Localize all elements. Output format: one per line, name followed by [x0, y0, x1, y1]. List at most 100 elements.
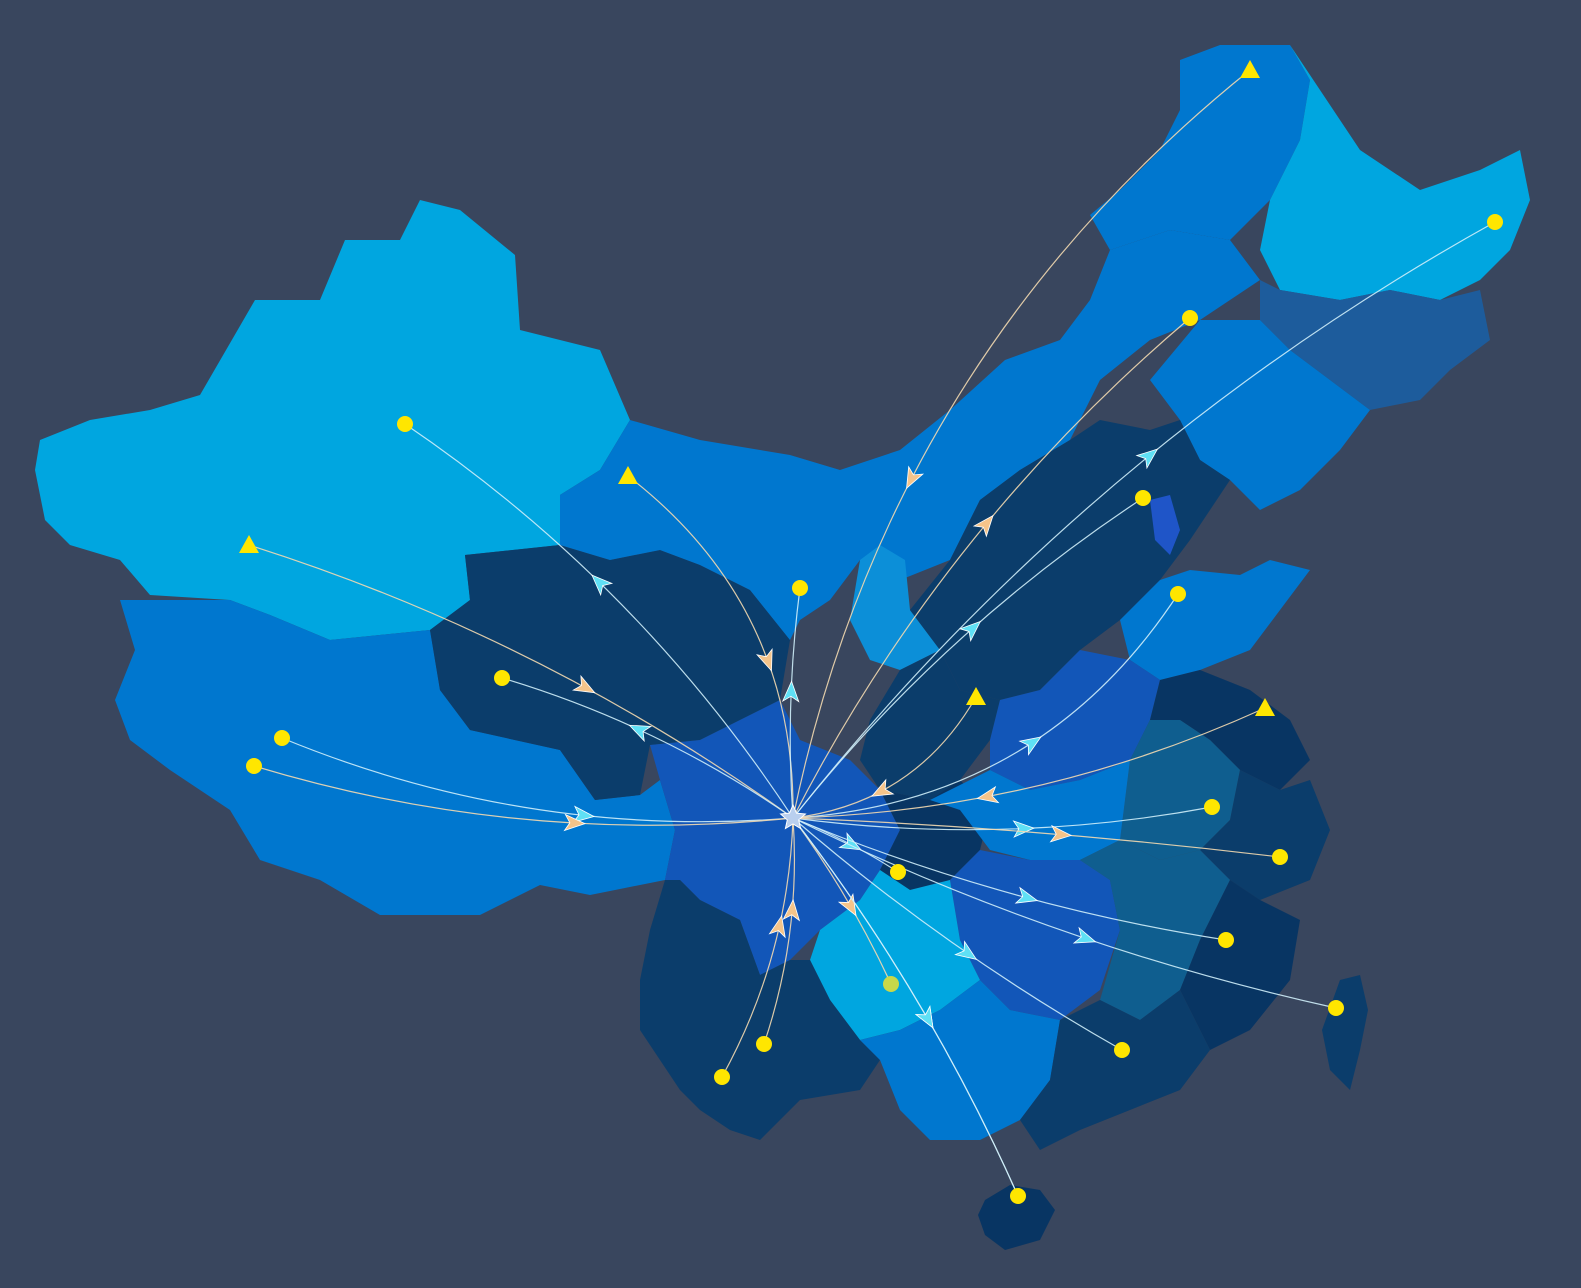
route-arrow-icon	[563, 813, 586, 832]
route-arrow-icon	[838, 832, 862, 851]
region-guangdong[interactable]	[1020, 990, 1210, 1150]
route-line-r-jiangsu	[792, 707, 1266, 819]
region-heilongjiang-east[interactable]	[1260, 45, 1530, 300]
dot-marker-icon[interactable]	[1010, 1188, 1026, 1204]
region-henan[interactable]	[990, 650, 1160, 790]
region-qinghai[interactable]	[430, 545, 790, 800]
route-arrow-icon	[572, 805, 596, 824]
route-line-r-heilongjiang-east	[792, 221, 1496, 819]
route-line-r-yunnan-1	[721, 817, 794, 1078]
dot-marker-icon[interactable]	[1218, 932, 1234, 948]
dot-marker-icon[interactable]	[397, 416, 413, 432]
marker-layer	[239, 60, 1503, 1204]
dot-marker-icon[interactable]	[274, 730, 290, 746]
region-yunnan[interactable]	[640, 880, 880, 1140]
dot-marker-icon[interactable]	[756, 1036, 772, 1052]
dot-marker-icon[interactable]	[494, 670, 510, 686]
triangle-marker-icon[interactable]	[1240, 60, 1260, 78]
route-arrow-icon	[1012, 820, 1035, 838]
dot-marker-icon[interactable]	[1135, 490, 1151, 506]
route-arrow-icon	[1049, 824, 1073, 843]
route-arrow-icon	[591, 574, 614, 597]
route-arrow-icon	[755, 648, 773, 672]
region-gansu[interactable]	[560, 230, 1260, 640]
route-line-r-hainan	[792, 817, 1019, 1197]
triangle-marker-icon[interactable]	[239, 535, 259, 553]
region-fujian[interactable]	[1180, 880, 1300, 1050]
route-line-r-jilin	[792, 317, 1191, 819]
route-arrow-icon	[1018, 736, 1042, 756]
route-arrow-icon	[572, 674, 596, 694]
route-arrow-icon	[1072, 926, 1097, 944]
region-hunan[interactable]	[950, 850, 1120, 1020]
route-line-r-ningxia	[789, 587, 801, 819]
route-arrow-icon	[781, 680, 800, 703]
route-arrow-icon	[906, 465, 925, 490]
route-arrow-icon	[1014, 886, 1039, 904]
region-ningxia[interactable]	[850, 545, 940, 670]
dot-marker-icon[interactable]	[792, 580, 808, 596]
route-arrow-icon	[628, 724, 653, 743]
dot-marker-icon[interactable]	[883, 976, 899, 992]
route-line-r-qinghai	[501, 677, 794, 819]
route-arrow-icon	[870, 778, 895, 797]
route-line-r-guizhou	[763, 817, 796, 1045]
route-line-r-heilongjiang-north	[792, 69, 1251, 819]
route-layer	[248, 69, 1496, 1197]
route-line-r-xinjiang-west	[248, 544, 794, 819]
route-line-r-taiwan	[792, 817, 1123, 1051]
region-jilin[interactable]	[1260, 280, 1490, 410]
route-arrow-icon	[1135, 448, 1159, 470]
dot-marker-icon[interactable]	[1487, 214, 1503, 230]
dot-marker-icon[interactable]	[1328, 1000, 1344, 1016]
dot-marker-icon[interactable]	[1114, 1042, 1130, 1058]
route-line-r-jiangxi	[792, 817, 1227, 941]
route-line-r-zhejiang	[792, 817, 1281, 858]
region-jiangsu[interactable]	[1150, 670, 1310, 790]
region-anhui[interactable]	[1120, 720, 1240, 860]
route-line-r-shandong	[792, 593, 1179, 819]
region-guangxi[interactable]	[860, 980, 1060, 1140]
triangle-marker-icon[interactable]	[618, 466, 638, 484]
region-shaanxi[interactable]	[860, 650, 1000, 800]
route-line-r-guangdong	[792, 817, 892, 985]
hub-star-icon[interactable]	[779, 803, 807, 830]
dot-marker-icon[interactable]	[714, 1069, 730, 1085]
triangle-marker-icon[interactable]	[966, 687, 986, 705]
route-arrow-icon	[954, 940, 978, 961]
dot-marker-icon[interactable]	[246, 758, 262, 774]
region-shanxi-hebei[interactable]	[910, 420, 1230, 700]
region-liaoning[interactable]	[1150, 320, 1370, 510]
route-arrow-icon	[768, 914, 786, 939]
route-arrow-icon	[976, 785, 1000, 804]
region-zhejiang[interactable]	[1200, 770, 1330, 900]
dot-marker-icon[interactable]	[1204, 799, 1220, 815]
route-line-r-beijing	[792, 497, 1144, 819]
region-shandong[interactable]	[1120, 560, 1310, 680]
route-arrow-icon	[972, 514, 994, 538]
region-hubei[interactable]	[930, 760, 1130, 860]
region-taiwan[interactable]	[1322, 975, 1368, 1090]
route-arrow-icon	[782, 898, 801, 922]
region-layer	[35, 45, 1530, 1250]
route-line-r-anhui	[792, 806, 1213, 831]
region-tibet[interactable]	[115, 600, 675, 915]
region-heilongjiang[interactable]	[1090, 45, 1310, 250]
region-hainan[interactable]	[978, 1185, 1055, 1250]
dot-marker-icon[interactable]	[1170, 586, 1186, 602]
region-tianjin[interactable]	[1150, 495, 1180, 555]
dot-marker-icon[interactable]	[1272, 849, 1288, 865]
route-arrow-icon	[958, 620, 982, 643]
route-line-r-fujian	[792, 817, 1337, 1009]
dot-marker-icon[interactable]	[890, 864, 906, 880]
route-arrow-icon	[914, 1005, 934, 1029]
route-line-r-xinjiang-north	[404, 423, 794, 819]
route-line-r-tibet-2	[253, 765, 794, 826]
route-line-r-tibet-1	[281, 737, 794, 823]
region-jiangxi[interactable]	[1080, 840, 1230, 1020]
triangle-marker-icon[interactable]	[1255, 698, 1275, 716]
dot-marker-icon[interactable]	[1182, 310, 1198, 326]
region-xinjiang[interactable]	[35, 200, 630, 640]
